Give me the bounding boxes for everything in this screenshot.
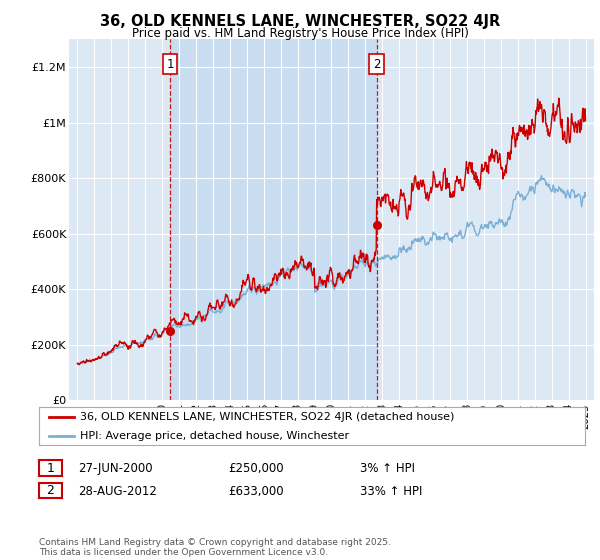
- Text: 36, OLD KENNELS LANE, WINCHESTER, SO22 4JR (detached house): 36, OLD KENNELS LANE, WINCHESTER, SO22 4…: [80, 412, 454, 422]
- Text: £633,000: £633,000: [228, 484, 284, 498]
- Text: Price paid vs. HM Land Registry's House Price Index (HPI): Price paid vs. HM Land Registry's House …: [131, 27, 469, 40]
- Text: 3% ↑ HPI: 3% ↑ HPI: [360, 462, 415, 475]
- Text: 1: 1: [46, 461, 55, 475]
- Text: 2: 2: [373, 58, 380, 71]
- Text: 2: 2: [46, 484, 55, 497]
- Text: 33% ↑ HPI: 33% ↑ HPI: [360, 484, 422, 498]
- Text: HPI: Average price, detached house, Winchester: HPI: Average price, detached house, Winc…: [80, 431, 349, 441]
- Text: 28-AUG-2012: 28-AUG-2012: [78, 484, 157, 498]
- Text: £250,000: £250,000: [228, 462, 284, 475]
- Bar: [170, 39, 377, 400]
- Text: 27-JUN-2000: 27-JUN-2000: [78, 462, 152, 475]
- Text: 36, OLD KENNELS LANE, WINCHESTER, SO22 4JR: 36, OLD KENNELS LANE, WINCHESTER, SO22 4…: [100, 14, 500, 29]
- Text: Contains HM Land Registry data © Crown copyright and database right 2025.
This d: Contains HM Land Registry data © Crown c…: [39, 538, 391, 557]
- Text: 1: 1: [167, 58, 174, 71]
